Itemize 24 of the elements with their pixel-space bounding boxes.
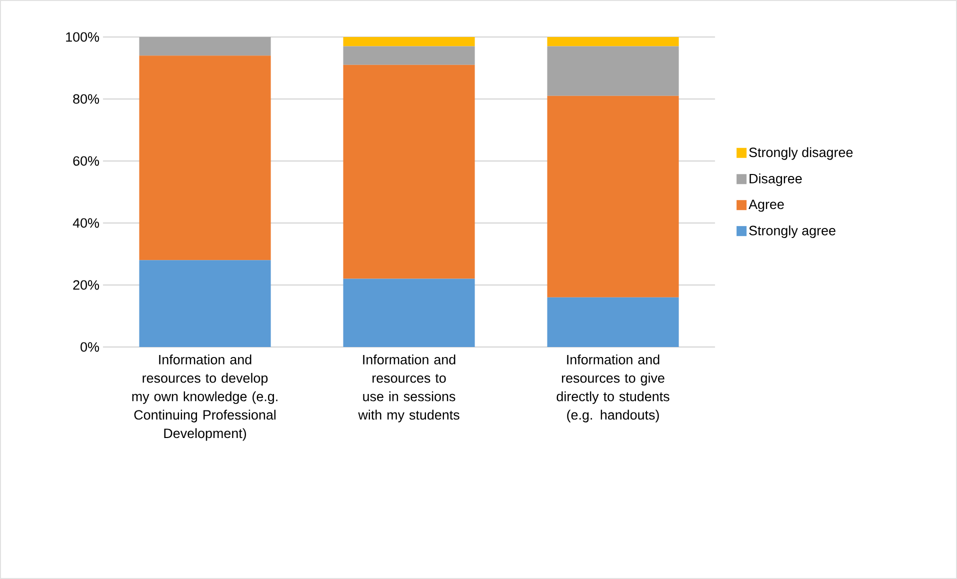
bar [139,56,271,260]
bar [139,36,271,56]
y-tick-label: 40% [72,218,100,228]
bar [343,278,475,347]
bar [343,36,475,46]
legend-label: Disagree [750,173,802,186]
legend-label: Strongly disagree [749,147,853,160]
y-tick-label: 100% [66,32,100,42]
y-tick-label: 0% [80,342,100,352]
bar [547,297,679,347]
x-tick-label: Information and resources to use in sessions with my students [358,354,460,422]
x-tick-label: Information and resources to develop my own knowledge (e.g. Continuing Professional Development) [132,354,278,441]
y-tick-label: 20% [73,280,100,290]
x-tick-label: Information and resources to give directly to students (e.g. handouts) [556,354,670,422]
bar [343,46,475,65]
bar [139,260,271,347]
bar [343,64,475,279]
legend-label: Strongly agree [749,225,836,238]
bar [547,96,679,298]
y-tick-label: 60% [73,156,100,166]
bar [547,36,679,46]
y-tick-label: 80% [73,94,100,104]
legend-label: Agree [748,200,784,212]
bar [547,46,679,96]
